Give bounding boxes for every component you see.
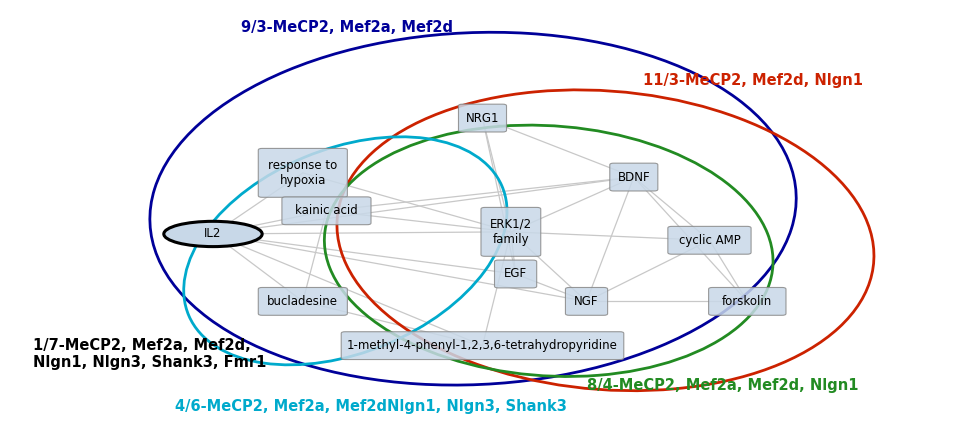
FancyBboxPatch shape: [481, 207, 540, 256]
Text: kainic acid: kainic acid: [295, 204, 358, 217]
FancyBboxPatch shape: [342, 332, 623, 359]
Text: ERK1/2
family: ERK1/2 family: [490, 218, 532, 246]
Text: BDNF: BDNF: [618, 171, 650, 184]
FancyBboxPatch shape: [610, 163, 658, 191]
FancyBboxPatch shape: [259, 148, 347, 197]
Text: response to
hypoxia: response to hypoxia: [268, 159, 338, 187]
Text: forskolin: forskolin: [722, 295, 772, 308]
Text: IL2: IL2: [205, 227, 222, 240]
FancyBboxPatch shape: [259, 288, 347, 315]
Text: NGF: NGF: [574, 295, 598, 308]
FancyBboxPatch shape: [668, 226, 751, 254]
FancyBboxPatch shape: [565, 288, 608, 315]
Text: 11/3-MeCP2, Mef2d, Nlgn1: 11/3-MeCP2, Mef2d, Nlgn1: [644, 73, 864, 88]
Text: 8/4-MeCP2, Mef2a, Mef2d, Nlgn1: 8/4-MeCP2, Mef2a, Mef2d, Nlgn1: [587, 378, 858, 393]
FancyBboxPatch shape: [282, 197, 371, 225]
Text: EGF: EGF: [504, 267, 527, 280]
FancyBboxPatch shape: [708, 288, 786, 315]
FancyBboxPatch shape: [494, 260, 537, 288]
Text: bucladesine: bucladesine: [267, 295, 339, 308]
Text: cyclic AMP: cyclic AMP: [678, 234, 740, 247]
Text: 4/6-MeCP2, Mef2a, Mef2dNlgn1, Nlgn3, Shank3: 4/6-MeCP2, Mef2a, Mef2dNlgn1, Nlgn3, Sha…: [176, 399, 567, 414]
FancyBboxPatch shape: [458, 104, 507, 132]
Text: NRG1: NRG1: [466, 111, 499, 125]
Text: 1-methyl-4-phenyl-1,2,3,6-tetrahydropyridine: 1-methyl-4-phenyl-1,2,3,6-tetrahydropyri…: [347, 339, 618, 352]
Text: 9/3-MeCP2, Mef2a, Mef2d: 9/3-MeCP2, Mef2a, Mef2d: [241, 20, 454, 35]
Ellipse shape: [164, 221, 262, 247]
Text: 1/7-MeCP2, Mef2a, Mef2d,
Nlgn1, Nlgn3, Shank3, Fmr1: 1/7-MeCP2, Mef2a, Mef2d, Nlgn1, Nlgn3, S…: [33, 338, 266, 370]
